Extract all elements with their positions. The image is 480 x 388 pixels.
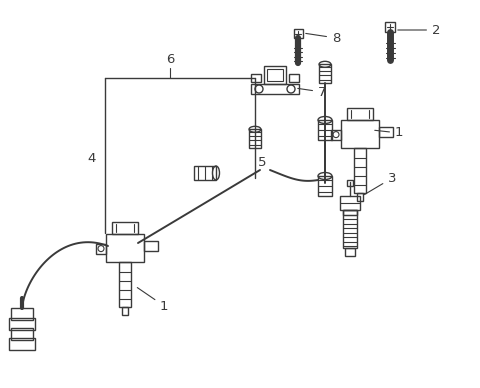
- Bar: [112, 222, 138, 234]
- Bar: [249, 129, 261, 148]
- Bar: [319, 64, 331, 83]
- Bar: [345, 248, 355, 256]
- Bar: [289, 74, 299, 82]
- Bar: [144, 241, 158, 251]
- Bar: [119, 262, 131, 307]
- Bar: [343, 210, 357, 248]
- Bar: [11, 308, 33, 320]
- Bar: [264, 66, 286, 84]
- Text: 8: 8: [306, 31, 340, 45]
- Bar: [318, 176, 332, 196]
- Bar: [293, 29, 302, 38]
- Bar: [354, 148, 366, 193]
- Bar: [385, 22, 395, 32]
- Bar: [340, 196, 360, 210]
- Bar: [194, 166, 216, 180]
- Bar: [9, 318, 35, 330]
- Bar: [341, 120, 379, 148]
- Bar: [379, 127, 393, 137]
- Bar: [318, 120, 332, 140]
- Bar: [96, 244, 106, 254]
- Text: 7: 7: [298, 85, 326, 99]
- Bar: [331, 130, 341, 140]
- Bar: [251, 74, 261, 82]
- Bar: [122, 307, 128, 315]
- Text: 6: 6: [166, 53, 174, 66]
- Text: 1: 1: [137, 288, 168, 312]
- Text: 1: 1: [375, 126, 404, 140]
- Bar: [106, 234, 144, 262]
- Text: 4: 4: [88, 151, 96, 165]
- Bar: [357, 193, 363, 201]
- Bar: [347, 180, 353, 186]
- Text: 3: 3: [364, 171, 396, 194]
- Bar: [267, 69, 283, 81]
- Bar: [347, 108, 373, 120]
- Text: 2: 2: [398, 24, 441, 36]
- Bar: [9, 338, 35, 350]
- Bar: [251, 84, 299, 94]
- Text: 5: 5: [258, 156, 266, 170]
- Bar: [343, 210, 357, 215]
- Bar: [11, 328, 33, 340]
